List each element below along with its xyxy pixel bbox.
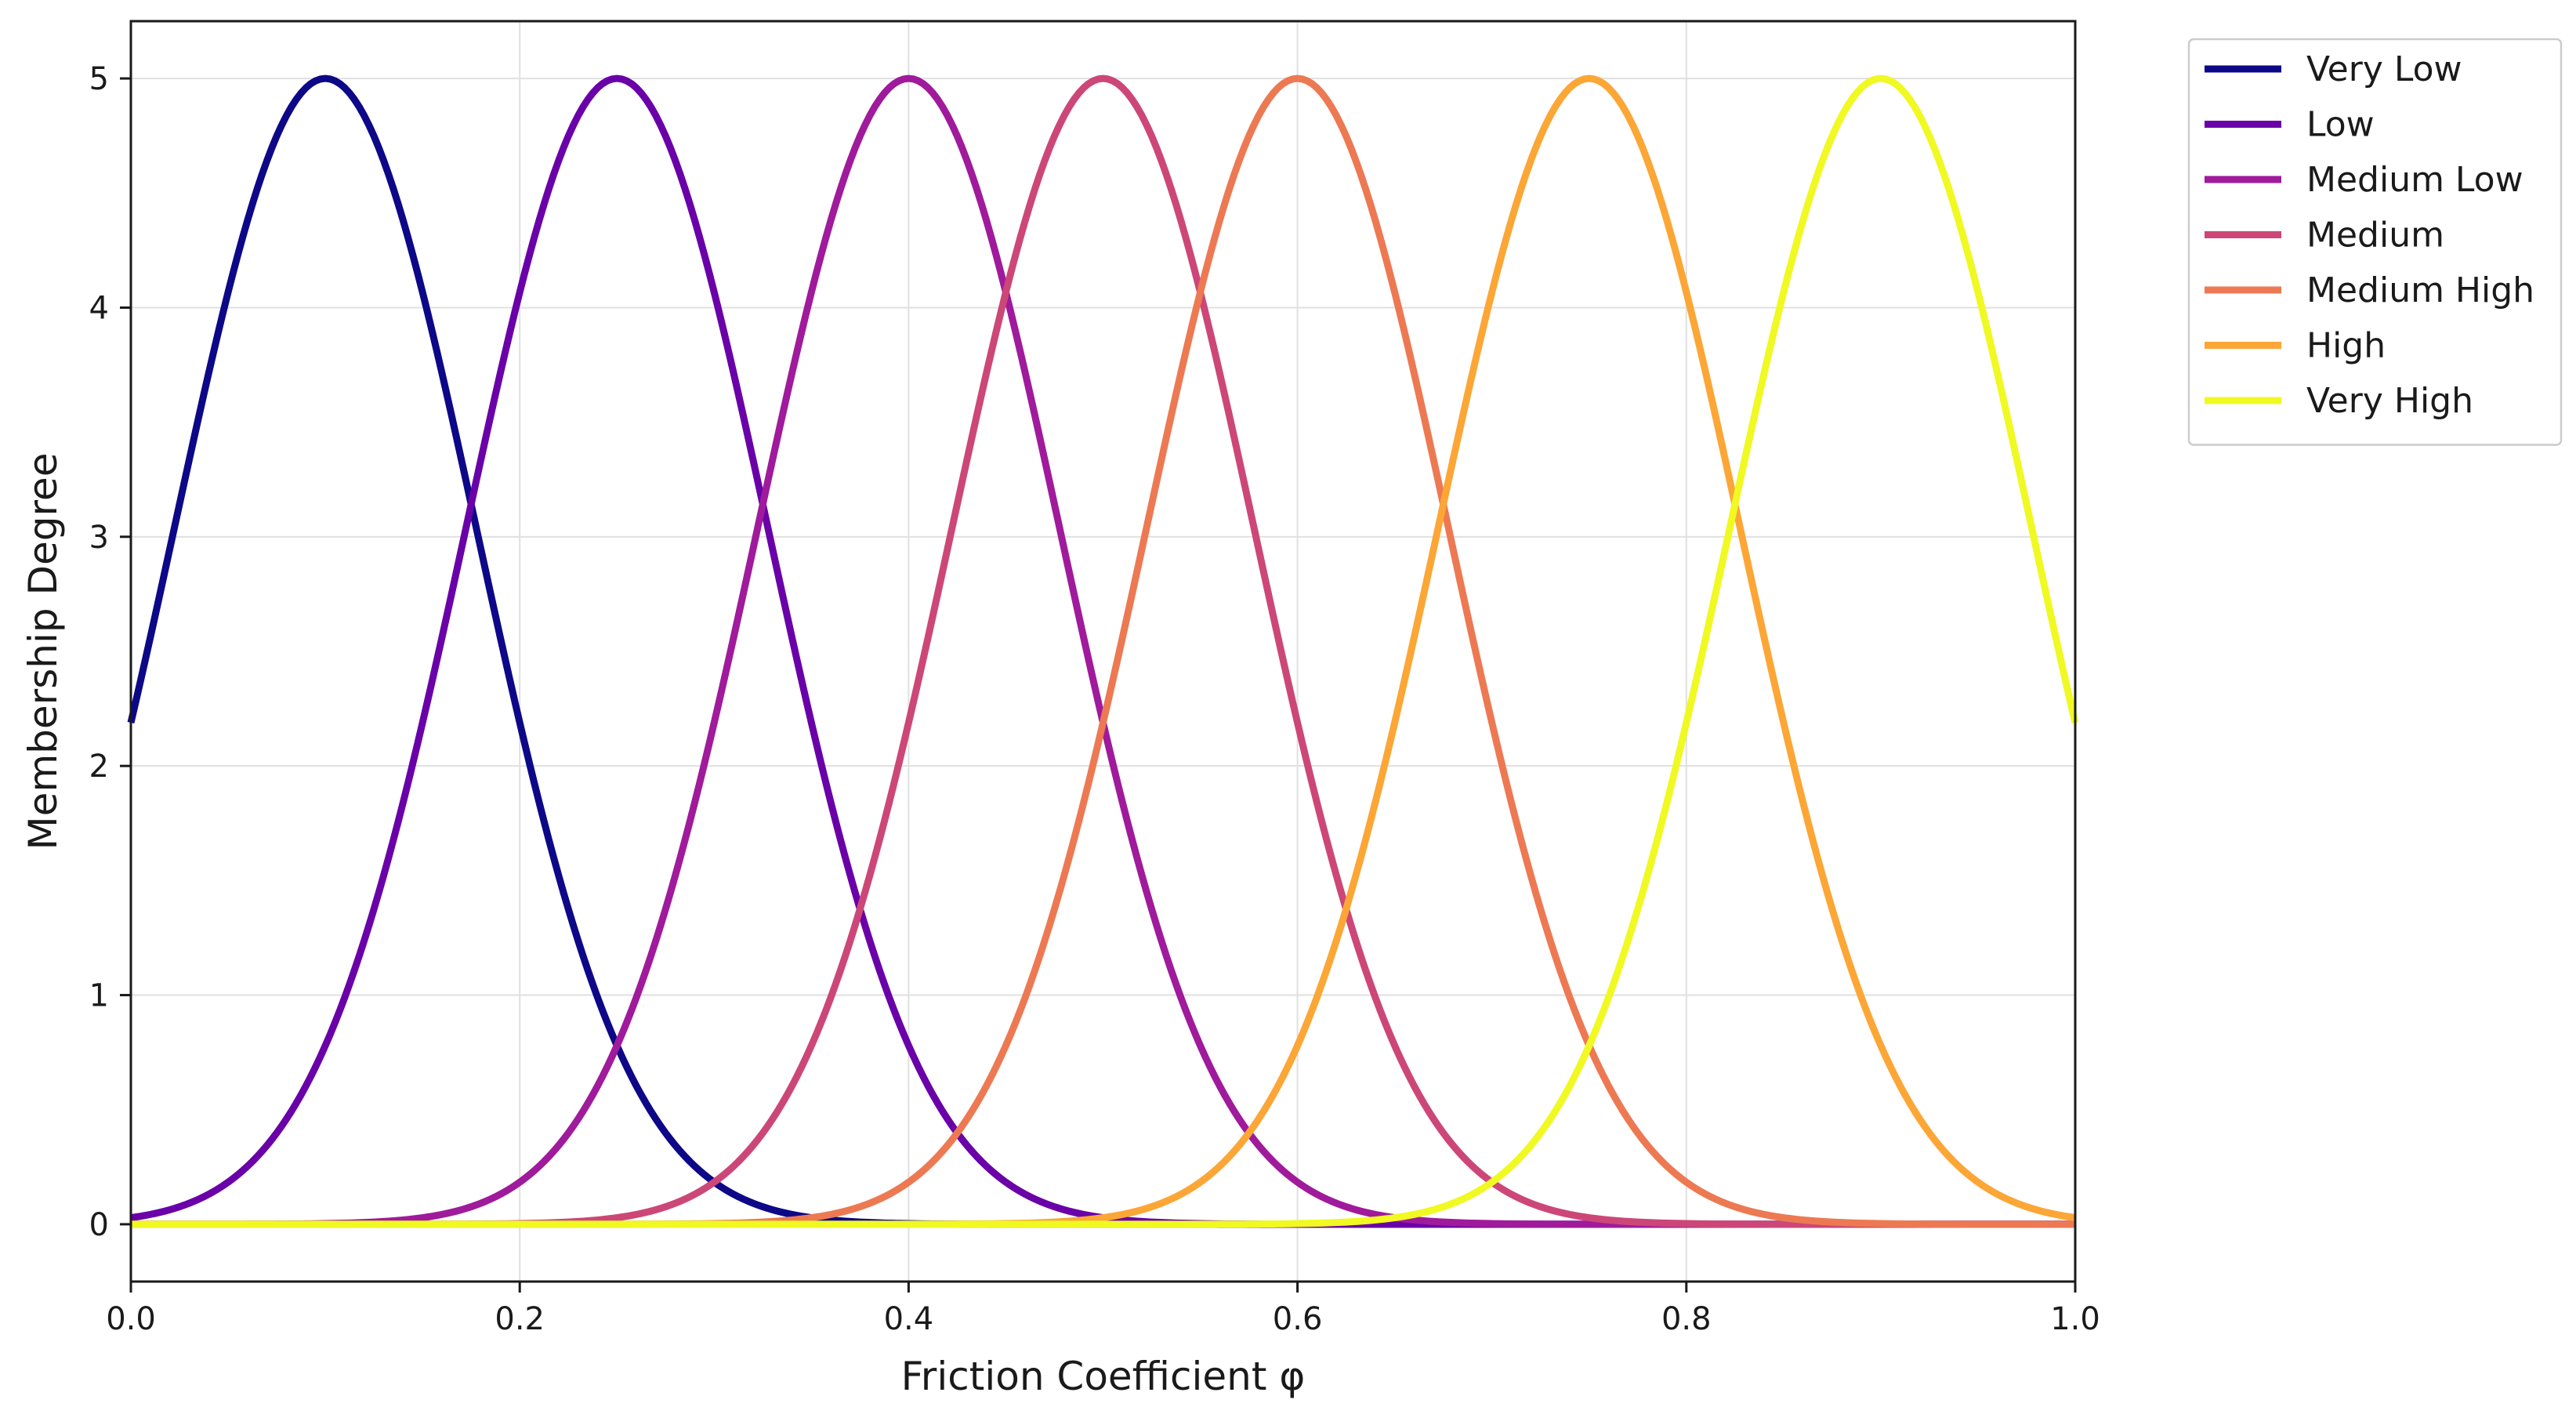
y-axis-title: Membership Degree xyxy=(20,453,66,850)
x-tick-label: 0.6 xyxy=(1273,1301,1323,1337)
legend-label: Very Low xyxy=(2306,49,2462,89)
axes xyxy=(129,20,2077,1283)
series-line-high xyxy=(131,74,2076,1228)
x-axis-ticks: 0.0 0.2 0.4 0.6 0.8 1.0 xyxy=(106,1282,2100,1337)
y-tick-label: 3 xyxy=(89,520,109,556)
series-line-medium-high xyxy=(131,74,2075,1228)
legend: Very Low Low Medium Low Medium Medium High Hi… xyxy=(2187,38,2563,446)
legend-label: Medium High xyxy=(2306,270,2534,310)
series-lines xyxy=(127,74,2079,1228)
legend-label: Very High xyxy=(2306,381,2473,421)
grid-lines xyxy=(130,21,2076,1282)
legend-label: Low xyxy=(2306,105,2375,145)
legend-box xyxy=(2187,38,2563,446)
x-tick-label: 0.0 xyxy=(106,1301,156,1337)
plot-frame xyxy=(129,20,2077,1283)
series-line-low xyxy=(130,74,2075,1228)
y-axis-ticks: 0 1 2 3 4 5 xyxy=(89,61,131,1243)
legend-label: Medium Low xyxy=(2306,160,2523,200)
x-tick-label: 1.0 xyxy=(2050,1301,2100,1337)
x-tick-label: 0.4 xyxy=(884,1301,934,1337)
legend-label: Medium xyxy=(2306,216,2444,256)
y-tick-label: 2 xyxy=(89,749,109,785)
series-line-very-low xyxy=(127,74,2075,1228)
series-line-very-high xyxy=(131,74,2079,1228)
series-line-medium xyxy=(131,74,2075,1228)
y-tick-label: 4 xyxy=(89,290,109,326)
y-tick-label: 5 xyxy=(89,61,109,97)
x-tick-label: 0.8 xyxy=(1661,1301,1712,1337)
legend-label: High xyxy=(2306,326,2386,366)
x-axis-title: Friction Coefficient φ xyxy=(901,1354,1306,1399)
y-tick-label: 1 xyxy=(89,978,109,1014)
series-line-medium-low xyxy=(131,74,2075,1228)
x-tick-label: 0.2 xyxy=(495,1301,545,1337)
y-tick-label: 0 xyxy=(89,1207,109,1243)
